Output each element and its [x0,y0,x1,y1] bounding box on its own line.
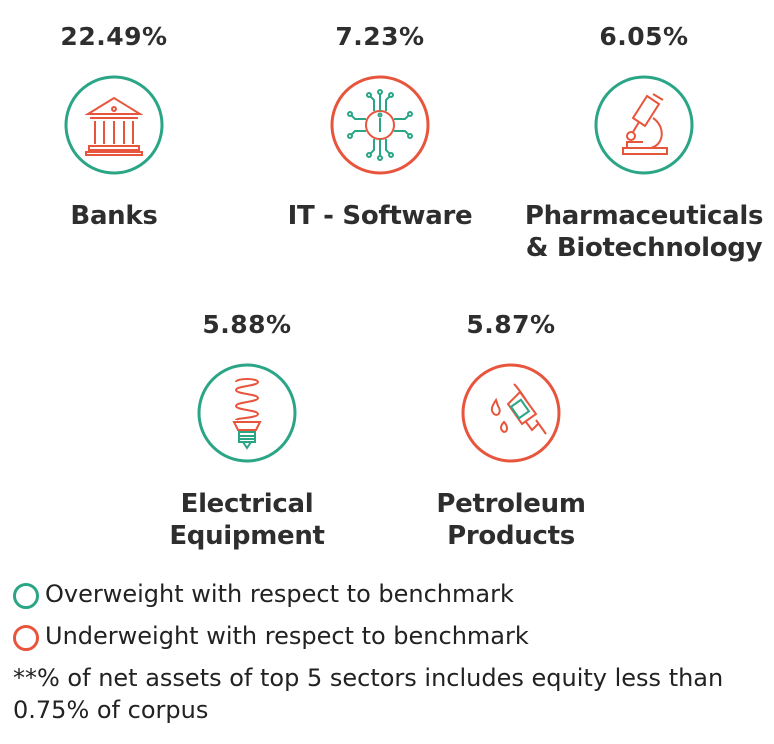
cfl-bulb-icon [196,362,298,464]
legend-underweight: Underweight with respect to benchmark [13,620,529,652]
sector-name: Electrical Equipment [147,488,347,552]
sector-petroleum-products: 5.87% Petroleum Products [411,310,611,570]
legend-overweight-label: Overweight with respect to benchmark [45,580,514,608]
bank-icon [63,74,165,176]
fuel-nozzle-icon [460,362,562,464]
red-ring-icon [13,625,39,651]
sector-banks: 22.49% Banks [14,22,214,252]
circuit-chip-icon [329,74,431,176]
sector-name: Pharmaceuticals & Biotechnology [524,200,764,264]
sector-percentage: 22.49% [60,22,168,51]
green-ring-icon [13,583,39,609]
sector-percentage: 5.87% [466,310,556,339]
legend-underweight-label: Underweight with respect to benchmark [45,622,529,650]
sector-percentage: 5.88% [202,310,292,339]
microscope-icon [593,74,695,176]
legend-overweight: Overweight with respect to benchmark [13,578,514,610]
sector-name-line: & Biotechnology [525,233,763,263]
sector-name: Banks [70,201,158,231]
footnote: **% of net assets of top 5 sectors inclu… [13,664,724,724]
sector-pharmaceuticals: 6.05% Pharmaceuticals & Biotechnology [524,22,764,282]
sector-name: Petroleum Products [411,488,611,552]
sector-electrical-equipment: 5.88% Electrical Equipment [147,310,347,570]
sector-name-line: Equipment [169,521,325,551]
sector-name-line: Products [447,521,575,551]
sector-name: IT - Software [287,201,473,231]
sector-name-line: Petroleum [436,489,586,519]
sector-name-line: Pharmaceuticals [524,201,764,231]
sector-percentage: 7.23% [335,22,425,51]
sector-it-software: 7.23% IT - Software [280,22,480,252]
sector-name-line: Electrical [180,489,314,519]
sector-percentage: 6.05% [599,22,689,51]
